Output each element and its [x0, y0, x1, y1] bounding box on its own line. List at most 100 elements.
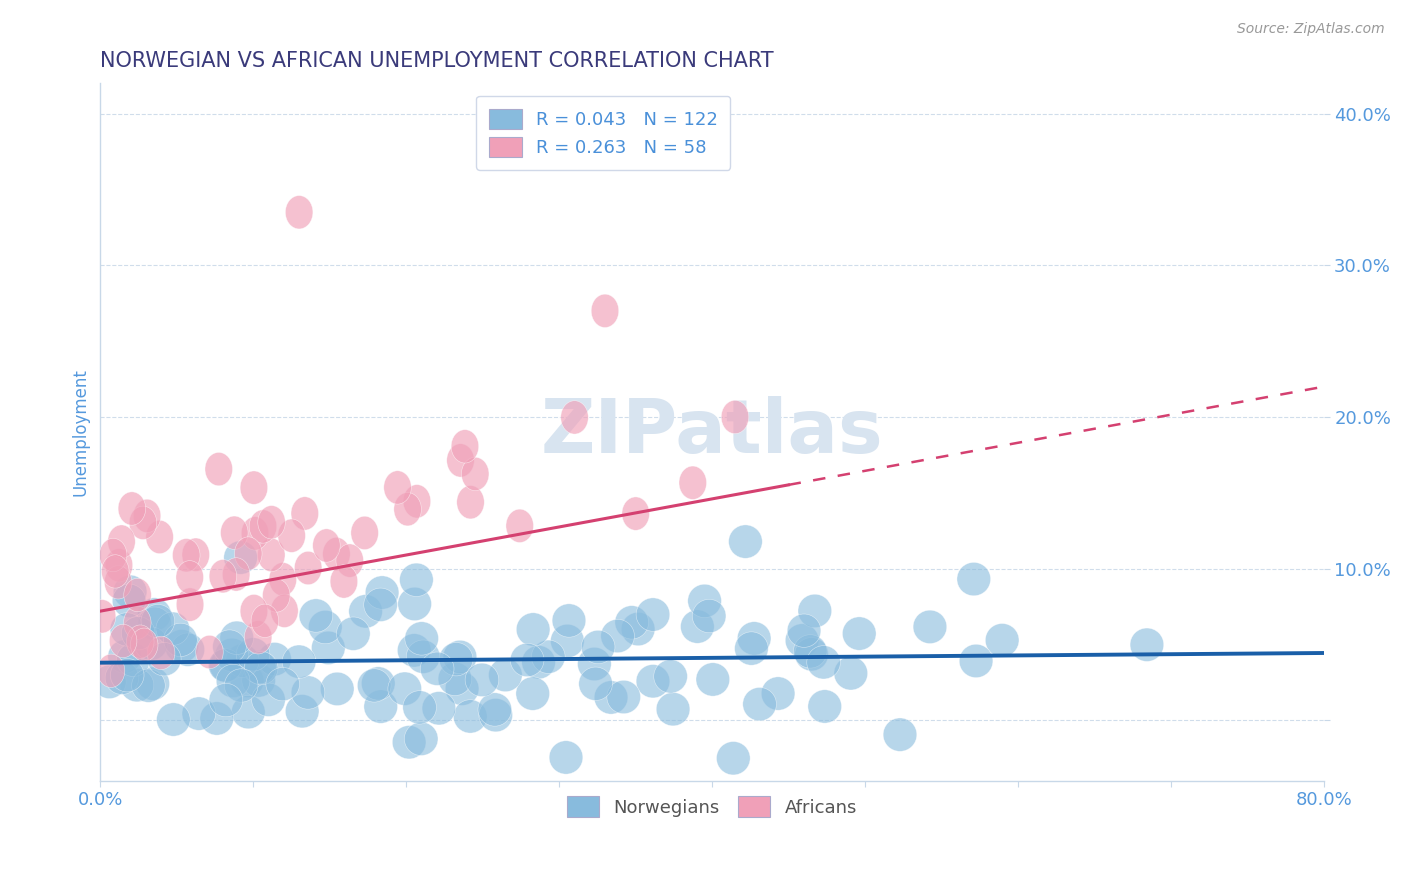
Ellipse shape — [912, 610, 946, 643]
Ellipse shape — [219, 621, 253, 655]
Ellipse shape — [225, 669, 259, 702]
Ellipse shape — [717, 741, 751, 775]
Ellipse shape — [681, 610, 714, 643]
Ellipse shape — [561, 401, 588, 434]
Ellipse shape — [506, 509, 533, 542]
Ellipse shape — [688, 584, 721, 617]
Ellipse shape — [453, 699, 486, 733]
Ellipse shape — [156, 703, 190, 736]
Ellipse shape — [208, 648, 242, 682]
Ellipse shape — [420, 652, 454, 685]
Ellipse shape — [221, 516, 247, 549]
Ellipse shape — [176, 561, 204, 594]
Ellipse shape — [105, 549, 132, 582]
Ellipse shape — [405, 622, 439, 655]
Ellipse shape — [692, 599, 725, 632]
Ellipse shape — [172, 633, 205, 666]
Ellipse shape — [200, 702, 233, 735]
Ellipse shape — [398, 587, 432, 621]
Ellipse shape — [232, 696, 266, 729]
Ellipse shape — [243, 650, 276, 684]
Ellipse shape — [148, 636, 174, 670]
Ellipse shape — [479, 698, 513, 731]
Ellipse shape — [794, 638, 828, 671]
Ellipse shape — [291, 497, 319, 530]
Ellipse shape — [398, 633, 432, 667]
Ellipse shape — [249, 510, 277, 543]
Ellipse shape — [581, 631, 614, 664]
Ellipse shape — [138, 598, 172, 632]
Ellipse shape — [405, 723, 439, 756]
Ellipse shape — [787, 614, 821, 648]
Ellipse shape — [478, 693, 512, 726]
Ellipse shape — [312, 632, 344, 665]
Ellipse shape — [252, 683, 285, 716]
Text: ZIPatlas: ZIPatlas — [541, 396, 883, 468]
Ellipse shape — [101, 555, 129, 588]
Ellipse shape — [834, 657, 868, 690]
Ellipse shape — [461, 458, 489, 491]
Ellipse shape — [110, 613, 143, 646]
Ellipse shape — [439, 642, 472, 676]
Ellipse shape — [614, 606, 648, 639]
Ellipse shape — [270, 594, 298, 627]
Text: Source: ZipAtlas.com: Source: ZipAtlas.com — [1237, 22, 1385, 37]
Ellipse shape — [361, 667, 395, 700]
Ellipse shape — [388, 672, 422, 706]
Ellipse shape — [404, 484, 430, 518]
Ellipse shape — [124, 578, 152, 612]
Ellipse shape — [146, 520, 173, 554]
Ellipse shape — [636, 665, 669, 698]
Ellipse shape — [522, 646, 555, 679]
Ellipse shape — [553, 604, 586, 637]
Ellipse shape — [446, 672, 479, 706]
Ellipse shape — [97, 654, 125, 688]
Ellipse shape — [205, 452, 232, 486]
Ellipse shape — [148, 642, 181, 676]
Ellipse shape — [330, 565, 357, 599]
Ellipse shape — [299, 599, 333, 632]
Ellipse shape — [129, 506, 156, 540]
Ellipse shape — [285, 695, 319, 728]
Ellipse shape — [224, 541, 257, 574]
Ellipse shape — [176, 588, 204, 621]
Ellipse shape — [181, 697, 215, 731]
Ellipse shape — [104, 566, 132, 599]
Ellipse shape — [89, 599, 115, 633]
Ellipse shape — [761, 677, 794, 710]
Ellipse shape — [222, 558, 250, 591]
Ellipse shape — [110, 658, 143, 692]
Ellipse shape — [312, 529, 340, 562]
Ellipse shape — [242, 516, 269, 550]
Ellipse shape — [173, 539, 200, 572]
Ellipse shape — [108, 525, 135, 558]
Ellipse shape — [252, 604, 278, 638]
Ellipse shape — [165, 630, 198, 663]
Ellipse shape — [269, 563, 297, 596]
Ellipse shape — [465, 663, 499, 697]
Ellipse shape — [195, 635, 224, 669]
Ellipse shape — [657, 692, 690, 726]
Ellipse shape — [457, 485, 484, 519]
Ellipse shape — [283, 645, 316, 679]
Ellipse shape — [245, 651, 278, 685]
Ellipse shape — [108, 640, 142, 673]
Ellipse shape — [447, 443, 474, 477]
Ellipse shape — [100, 539, 127, 572]
Ellipse shape — [138, 607, 172, 640]
Ellipse shape — [285, 195, 314, 229]
Ellipse shape — [578, 648, 612, 681]
Ellipse shape — [352, 516, 378, 549]
Ellipse shape — [550, 740, 583, 774]
Ellipse shape — [422, 691, 456, 725]
Ellipse shape — [117, 643, 150, 676]
Ellipse shape — [679, 466, 707, 500]
Ellipse shape — [225, 644, 259, 677]
Ellipse shape — [595, 681, 628, 714]
Ellipse shape — [124, 606, 150, 640]
Ellipse shape — [336, 544, 364, 577]
Ellipse shape — [531, 640, 565, 673]
Ellipse shape — [1130, 628, 1164, 661]
Ellipse shape — [212, 630, 246, 664]
Ellipse shape — [488, 658, 522, 691]
